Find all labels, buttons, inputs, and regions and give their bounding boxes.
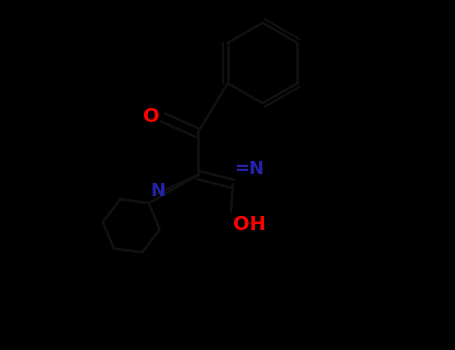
Text: O: O xyxy=(142,107,159,126)
Text: N: N xyxy=(151,182,166,200)
Text: OH: OH xyxy=(233,215,266,234)
Text: =N: =N xyxy=(234,161,264,178)
